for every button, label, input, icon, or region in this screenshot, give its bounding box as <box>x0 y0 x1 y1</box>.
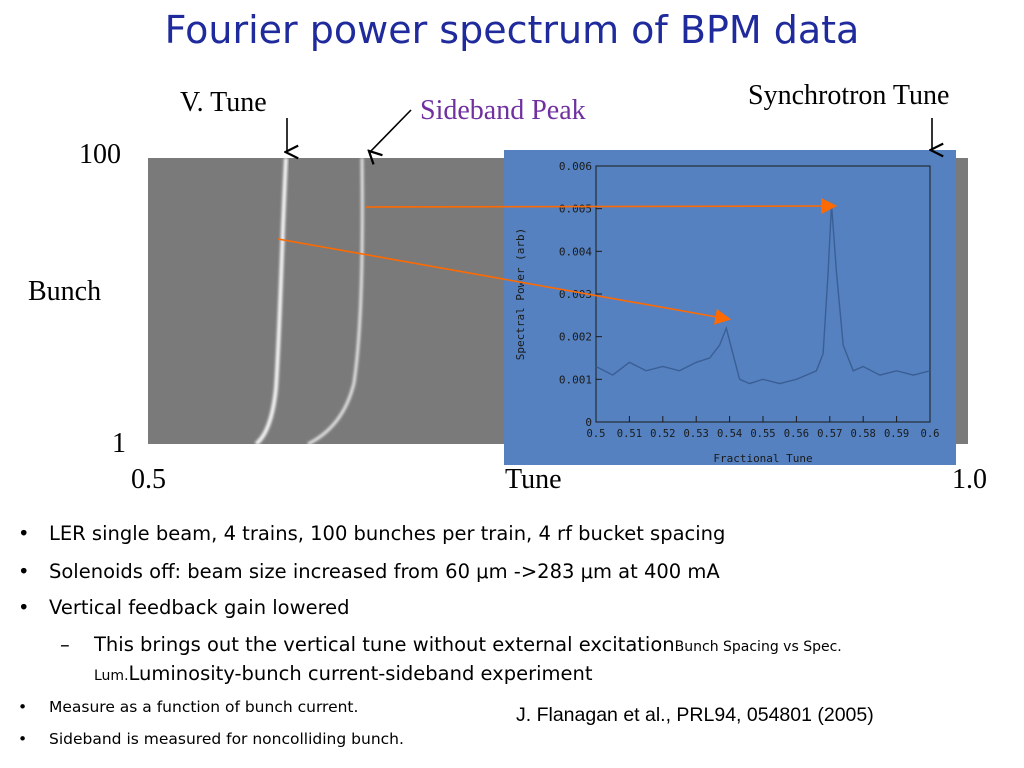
inset-y-tick-label: 0.004 <box>559 245 592 258</box>
y-tick-max: 100 <box>79 139 121 170</box>
inset-y-tick-label: 0.006 <box>559 160 592 173</box>
inset-x-tick-label: 0.57 <box>817 428 842 440</box>
inset-y-tick-label: 0.003 <box>559 288 592 301</box>
inset-y-tick-label: 0.002 <box>559 331 592 344</box>
sideband-line <box>307 157 364 446</box>
x-axis-label: Tune <box>505 464 562 495</box>
slide-title: Fourier power spectrum of BPM data <box>164 8 860 52</box>
bullet-text: Solenoids off: beam size increased from … <box>49 560 720 583</box>
x-tick-min: 0.5 <box>131 464 166 495</box>
sideband-peak-label: Sideband Peak <box>420 95 586 126</box>
spectrum-plot: 0 0.001 0.002 0.003 0.004 0.005 0.006 0.5 0.51 0… <box>514 160 940 465</box>
inset-x-tick-label: 0.53 <box>684 428 709 440</box>
y-axis-label: Bunch <box>28 276 102 307</box>
inset-y-tick-label: 0.005 <box>559 203 592 216</box>
sub-bullet-continuation: Lum.Luminosity-bunch current-sideband ex… <box>94 662 1014 685</box>
y-tick-min: 1 <box>112 428 126 459</box>
citation: J. Flanagan et al., PRL94, 054801 (2005) <box>516 704 874 726</box>
inset-x-tick-label: 0.59 <box>884 428 909 440</box>
sub-bullet-main-text: This brings out the vertical tune withou… <box>94 633 675 656</box>
inset-x-axis-label: Fractional Tune <box>713 452 812 465</box>
inset-y-tick-label: 0.001 <box>559 373 592 386</box>
inset-x-tick-label: 0.56 <box>784 428 809 440</box>
sub-bullet-inline-lum: Lum. <box>94 668 129 684</box>
sub-bullet-marker: – <box>60 633 70 656</box>
inset-x-tick-label: 0.51 <box>617 428 642 440</box>
vertical-tune-line <box>254 157 288 446</box>
bullet-marker: • <box>18 560 30 583</box>
inset-x-tick-label: 0.6 <box>921 428 940 440</box>
bullet-text: Sideband is measured for noncolliding bu… <box>49 730 404 748</box>
v-tune-label: V. Tune <box>180 87 267 118</box>
x-tick-max: 1.0 <box>952 464 987 495</box>
inset-x-tick-label: 0.5 <box>587 428 606 440</box>
bullet-text: Measure as a function of bunch current. <box>49 698 359 716</box>
bullet-text: LER single beam, 4 trains, 100 bunches p… <box>49 522 726 545</box>
bullet-marker: • <box>18 698 28 716</box>
inset-y-tick-label: 0 <box>585 416 592 429</box>
bullet-marker: • <box>18 522 30 545</box>
sub-bullet-inline-note: Bunch Spacing vs Spec. <box>674 639 842 655</box>
synchrotron-tune-label: Synchrotron Tune <box>748 80 950 111</box>
sub-bullet-text: This brings out the vertical tune withou… <box>94 633 842 656</box>
inset-y-axis-label: Spectral Power (arb) <box>514 228 527 360</box>
spectrum-inset: 0 0.001 0.002 0.003 0.004 0.005 0.006 0.5 0.51 0… <box>504 150 956 465</box>
bullet-marker: • <box>18 596 30 619</box>
bullet-text: Vertical feedback gain lowered <box>49 596 350 619</box>
bullet-marker: • <box>18 730 28 748</box>
sub-bullet-line2: Luminosity-bunch current-sideband experi… <box>128 662 593 685</box>
inset-x-tick-label: 0.52 <box>650 428 675 440</box>
inset-x-tick-label: 0.58 <box>851 428 876 440</box>
spectrum-series-line <box>595 204 931 385</box>
inset-x-tick-label: 0.55 <box>750 428 775 440</box>
inset-x-tick-label: 0.54 <box>717 428 742 440</box>
plot-frame <box>595 165 931 423</box>
sideband-peak-arrow <box>370 109 412 152</box>
